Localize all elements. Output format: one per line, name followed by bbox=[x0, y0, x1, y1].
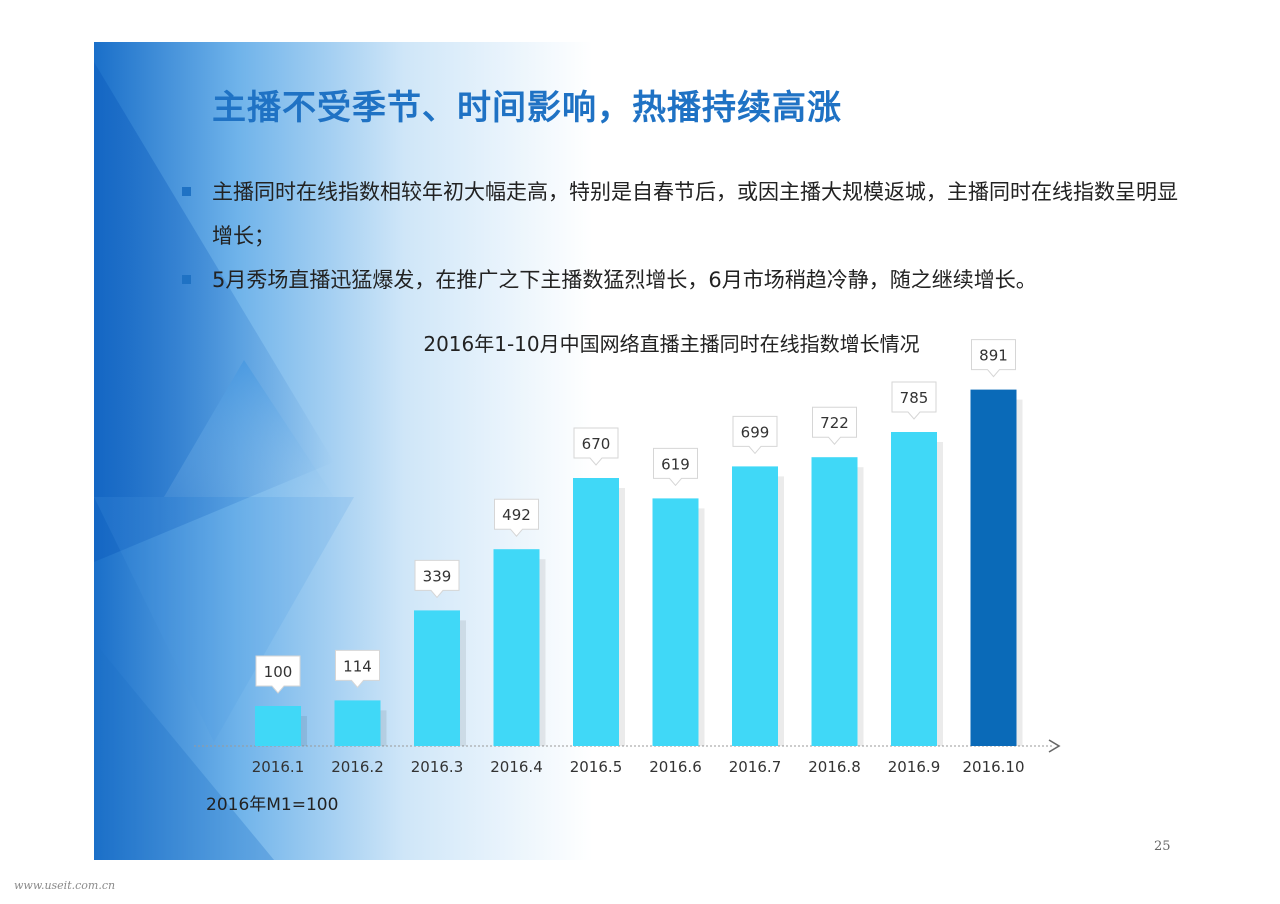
watermark: www.useit.com.cn bbox=[14, 879, 116, 892]
bar bbox=[334, 700, 381, 746]
bar-shadow bbox=[460, 620, 466, 746]
bar bbox=[255, 706, 301, 746]
chart-title: 2016年1-10月中国网络直播主播同时在线指数增长情况 bbox=[423, 332, 920, 356]
data-label: 492 bbox=[502, 506, 531, 524]
data-label: 722 bbox=[820, 414, 849, 432]
bar-chart: 100 2016.1 114 2016.2 339 2016.3 492 2016.4 670 2… bbox=[194, 339, 1061, 776]
bar-shadow bbox=[539, 559, 546, 746]
chart-footnote: 2016年M1=100 bbox=[206, 795, 339, 815]
bar bbox=[732, 466, 778, 746]
x-tick-label: 2016.8 bbox=[808, 758, 861, 776]
x-tick-label: 2016.9 bbox=[888, 758, 941, 776]
bar bbox=[652, 498, 699, 746]
data-label-callout bbox=[891, 381, 937, 420]
x-axis-arrow-icon bbox=[1048, 739, 1061, 753]
data-label-callout bbox=[335, 649, 380, 689]
page-number: 25 bbox=[1154, 839, 1171, 854]
data-label-callout bbox=[494, 498, 539, 537]
bar-shadow bbox=[937, 442, 943, 746]
data-label: 339 bbox=[423, 567, 452, 585]
data-label-callout bbox=[414, 559, 460, 599]
x-tick-label: 2016.6 bbox=[649, 758, 702, 776]
x-tick-label: 2016.3 bbox=[411, 758, 464, 776]
bar bbox=[891, 432, 937, 746]
bar bbox=[970, 389, 1017, 746]
bullet-square-icon bbox=[182, 275, 191, 284]
data-label-callout bbox=[653, 447, 698, 487]
bar-shadow bbox=[619, 488, 625, 746]
bullet-text: 主播同时在线指数相较年初大幅走高，特别是自春节后，或因主播大规模返城，主播同时在… bbox=[212, 180, 1178, 248]
bullet-item: 主播同时在线指数相较年初大幅走高，特别是自春节后，或因主播大规模返城，主播同时在… bbox=[182, 170, 1182, 258]
data-label: 785 bbox=[900, 389, 929, 407]
data-label: 114 bbox=[343, 657, 372, 675]
bullet-square-icon bbox=[182, 187, 191, 196]
bar bbox=[811, 457, 858, 746]
bar-shadow bbox=[857, 467, 864, 746]
x-tick-label: 2016.1 bbox=[252, 758, 305, 776]
x-tick-label: 2016.5 bbox=[570, 758, 623, 776]
data-label-callout bbox=[732, 415, 778, 455]
data-label: 891 bbox=[979, 347, 1008, 365]
data-label: 699 bbox=[741, 423, 770, 441]
bar-shadow bbox=[380, 710, 387, 746]
bar-shadow bbox=[698, 508, 705, 746]
x-tick-label: 2016.10 bbox=[962, 758, 1024, 776]
bullet-item: 5月秀场直播迅猛爆发，在推广之下主播数猛烈增长，6月市场稍趋冷静，随之继续增长。 bbox=[182, 258, 1182, 302]
data-label-callout bbox=[573, 427, 619, 466]
data-label: 100 bbox=[264, 663, 293, 681]
data-label-callout bbox=[255, 655, 301, 694]
x-tick-label: 2016.2 bbox=[331, 758, 384, 776]
slide-title: 主播不受季节、时间影响，热播持续高涨 bbox=[212, 88, 842, 128]
slide: 主播不受季节、时间影响，热播持续高涨 主播同时在线指数相较年初大幅走高，特别是自… bbox=[94, 42, 1202, 860]
bar bbox=[573, 478, 619, 746]
x-tick-label: 2016.4 bbox=[490, 758, 543, 776]
bar bbox=[414, 610, 460, 746]
bar-shadow bbox=[1016, 399, 1023, 746]
bar-shadow bbox=[778, 476, 784, 746]
bullet-text: 5月秀场直播迅猛爆发，在推广之下主播数猛烈增长，6月市场稍趋冷静，随之继续增长。 bbox=[212, 268, 1037, 292]
bar-shadow bbox=[301, 716, 307, 746]
data-label: 670 bbox=[582, 435, 611, 453]
x-tick-label: 2016.7 bbox=[729, 758, 782, 776]
data-label-callout bbox=[971, 339, 1016, 378]
data-label-callout bbox=[812, 406, 857, 445]
bar bbox=[493, 549, 540, 746]
data-label: 619 bbox=[661, 455, 690, 473]
